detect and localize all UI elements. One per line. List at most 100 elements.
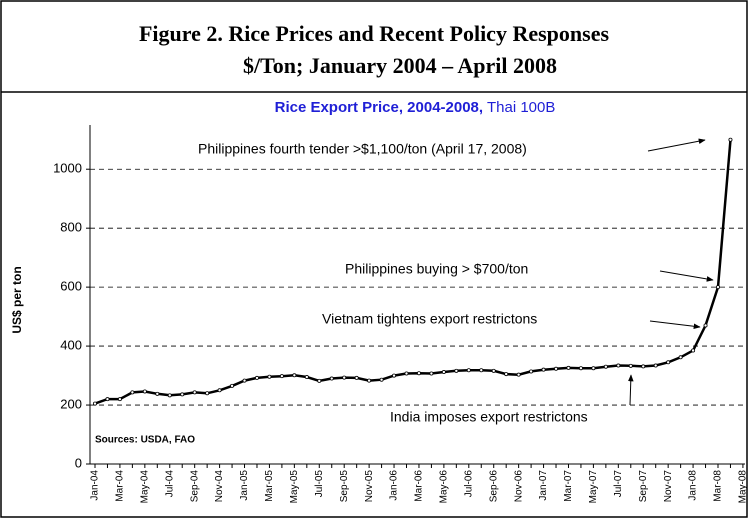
price-point [317,378,322,383]
x-tick-label: Mar-08 [713,470,724,502]
annotation-arrow [627,374,634,406]
price-point [616,363,621,368]
annotation-arrow [659,270,714,282]
price-point [454,368,459,373]
price-point [466,368,471,373]
price-point [379,377,384,382]
x-tick-label: Jul-07 [613,470,624,498]
price-point [628,363,633,368]
price-point [367,378,372,383]
x-tick-label: Jan-06 [389,470,400,501]
price-point [230,383,235,388]
x-tick-label: Jul-06 [463,470,474,498]
price-point [167,393,172,398]
price-point [217,388,222,393]
annotation: Vietnam tightens export restrictons [322,311,537,327]
x-tick-label: Mar-04 [115,470,126,502]
x-tick-label: Nov-06 [513,470,524,503]
annotation-arrow [647,138,706,152]
price-point [254,375,259,380]
x-tick-label: Jul-04 [164,470,175,498]
price-point [180,392,185,397]
price-line [94,139,732,405]
price-point [529,369,534,374]
price-point [329,376,334,381]
price-point [703,323,708,328]
price-point [205,391,210,396]
x-tick-label: Sep-07 [638,470,649,503]
price-point [429,371,434,376]
price-point [416,371,421,376]
price-point [603,364,608,369]
y-tick-label: 1000 [53,161,82,176]
price-point [105,397,110,402]
chart-title-sub: Thai 100B [487,99,555,116]
x-tick-label: Mar-06 [414,470,425,502]
x-tick-label: Jan-05 [239,470,250,501]
annotation: Philippines buying > $700/ton [345,261,528,277]
y-axis-label: US$ per ton [10,266,24,333]
figure-subtitle: $/Ton; January 2004 – April 2008 [243,53,557,78]
y-tick-label: 600 [60,279,82,294]
price-point [142,389,147,394]
price-point [304,375,309,380]
x-tick-label: May-08 [738,470,748,504]
price-point [354,375,359,380]
price-point [541,367,546,372]
price-point [566,365,571,370]
price-point [130,390,135,395]
x-tick-label: Nov-04 [214,470,225,503]
annotation: Philippines fourth tender >$1,100/ton (A… [198,141,527,157]
y-tick-label: 800 [60,220,82,235]
y-tick-label: 400 [60,338,82,353]
price-point [554,366,559,371]
price-point [242,378,247,383]
x-tick-label: May-06 [439,470,450,504]
price-point [691,348,696,353]
x-tick-label: Sep-06 [488,470,499,503]
source-note: Sources: USDA, FAO [95,435,195,446]
price-point [678,355,683,360]
x-tick-label: Jan-08 [688,470,699,501]
price-point [641,364,646,369]
price-point [479,368,484,373]
annotation-arrow [649,320,701,330]
price-point [93,401,98,406]
price-point [292,373,297,378]
x-tick-label: Mar-05 [264,470,275,502]
x-tick-label: Nov-07 [663,470,674,503]
price-point [441,370,446,375]
x-tick-label: May-04 [139,470,150,504]
x-tick-label: Sep-05 [339,470,350,503]
x-tick-label: Nov-05 [364,470,375,503]
price-point [516,372,521,377]
x-tick-label: Sep-04 [189,470,200,503]
price-point [117,397,122,402]
x-tick-label: Jan-04 [90,470,101,501]
price-point [666,360,671,365]
x-tick-label: Mar-07 [563,470,574,502]
x-tick-label: Jan-07 [538,470,549,501]
x-tick-label: May-05 [289,470,300,504]
price-point [591,366,596,371]
price-point [342,375,347,380]
price-point [716,285,721,290]
y-tick-label: 0 [75,455,82,470]
price-point [491,368,496,373]
x-tick-label: May-07 [588,470,599,504]
price-point [578,366,583,371]
x-tick-label: Jul-05 [314,470,325,498]
price-point [504,372,509,377]
price-point [728,137,733,142]
chart-title: Rice Export Price, 2004-2008, Thai 100B [275,99,556,116]
annotation: India imposes export restrictons [390,409,588,425]
price-point [653,363,658,368]
price-point [279,374,284,379]
figure-title: Figure 2. Rice Prices and Recent Policy … [139,21,610,46]
price-point [392,373,397,378]
price-point [192,390,197,395]
price-point [267,374,272,379]
y-tick-label: 200 [60,396,82,411]
